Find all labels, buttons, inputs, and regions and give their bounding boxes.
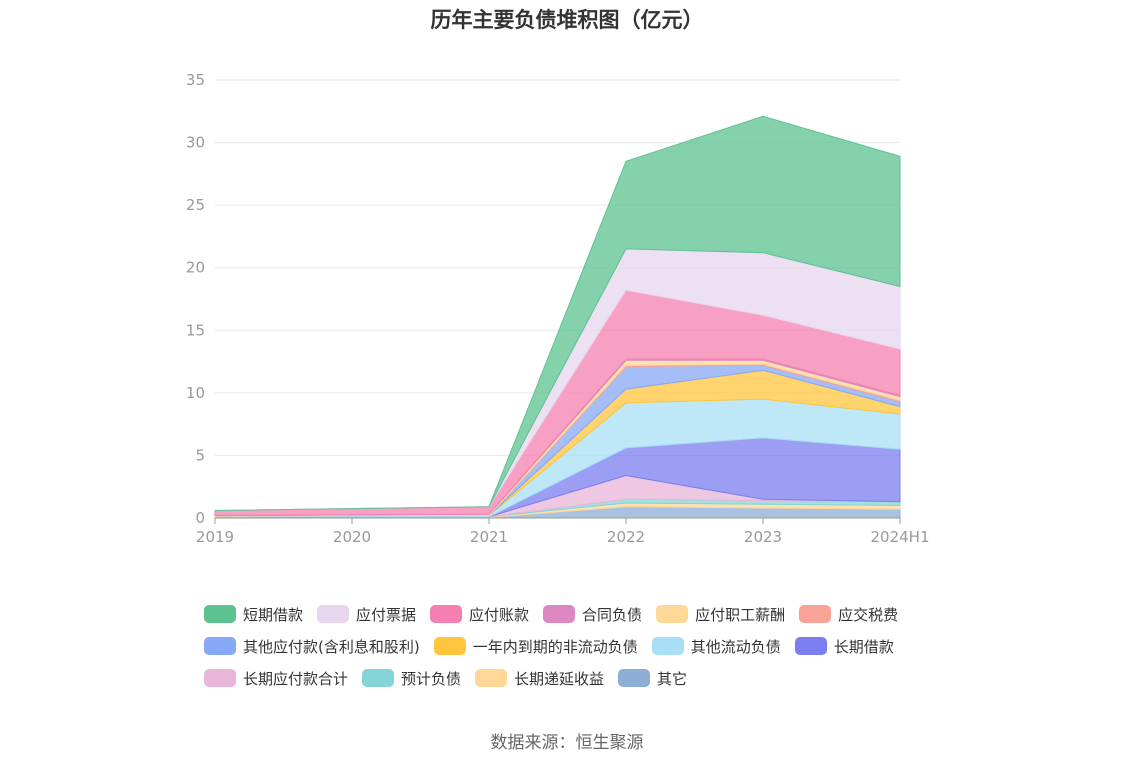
legend-label: 其它 — [657, 669, 688, 688]
x-tick-label: 2022 — [607, 528, 645, 546]
x-tick-label: 2023 — [744, 528, 782, 546]
legend-label: 其他流动负债 — [690, 637, 781, 656]
x-tick-label: 2021 — [470, 528, 508, 546]
legend-label: 短期借款 — [243, 605, 304, 624]
legend-item[interactable]: 长期借款 — [794, 630, 894, 662]
legend-item[interactable]: 应付职工薪酬 — [656, 598, 785, 630]
y-tick-label: 15 — [186, 321, 205, 339]
y-tick-label: 0 — [195, 509, 205, 527]
legend-item[interactable]: 其它 — [618, 662, 687, 694]
legend-swatch — [430, 605, 463, 623]
legend-label: 应付账款 — [469, 605, 530, 624]
legend-swatch — [204, 605, 236, 623]
legend-item[interactable]: 短期借款 — [204, 598, 303, 630]
legend-label: 其他应付款(含利息和股利) — [243, 637, 420, 656]
legend-swatch — [317, 605, 350, 623]
legend-swatch — [543, 605, 576, 623]
legend-swatch — [794, 637, 827, 655]
legend-item[interactable]: 一年内到期的非流动负债 — [433, 630, 638, 662]
x-tick-label: 2019 — [196, 528, 234, 546]
y-tick-label: 25 — [186, 196, 205, 214]
legend-swatch — [362, 669, 395, 687]
legend-item[interactable]: 长期应付款合计 — [204, 662, 348, 694]
legend-item[interactable]: 合同负债 — [543, 598, 642, 630]
x-tick-label: 2020 — [333, 528, 371, 546]
legend-item[interactable]: 应付票据 — [317, 598, 416, 630]
area-series — [214, 115, 901, 519]
legend-label: 应交税费 — [838, 605, 899, 624]
legend-item[interactable]: 应付账款 — [430, 598, 529, 630]
legend-label: 预计负债 — [401, 669, 462, 688]
legend-item[interactable]: 其他应付款(含利息和股利) — [204, 630, 420, 662]
legend-item[interactable]: 应交税费 — [799, 598, 898, 630]
y-axis: 0 5 10 15 20 25 30 35 — [186, 71, 205, 527]
legend-label: 长期借款 — [833, 637, 894, 656]
x-axis: 2019 2020 2021 2022 2023 2024H1 — [196, 517, 930, 546]
legend-label: 合同负债 — [582, 605, 643, 624]
legend-item[interactable]: 其他流动负债 — [651, 630, 781, 662]
legend-label: 长期应付款合计 — [243, 669, 349, 688]
legend-label: 一年内到期的非流动负债 — [472, 637, 638, 656]
legend-swatch — [204, 669, 236, 687]
legend-label: 应付票据 — [356, 605, 417, 624]
y-tick-label: 10 — [186, 384, 205, 402]
legend-label: 应付职工薪酬 — [695, 605, 786, 624]
legend-item[interactable]: 长期递延收益 — [475, 662, 604, 694]
legend-swatch — [618, 669, 651, 687]
y-tick-label: 30 — [186, 134, 205, 152]
legend-swatch — [799, 605, 832, 623]
y-tick-label: 5 — [195, 446, 205, 464]
legend-swatch — [651, 637, 684, 655]
y-tick-label: 35 — [186, 71, 205, 89]
chart-title: 历年主要负债堆积图（亿元） — [430, 8, 704, 32]
area-短期借款[interactable] — [214, 115, 901, 511]
legend-swatch — [204, 637, 236, 655]
legend-label: 长期递延收益 — [514, 669, 605, 688]
x-tick-label: 2024H1 — [871, 528, 930, 546]
data-source: 数据来源：恒生聚源 — [490, 733, 644, 753]
legend-swatch — [656, 605, 689, 623]
legend-item[interactable]: 预计负债 — [362, 662, 461, 694]
legend-swatch — [433, 637, 466, 655]
legend-swatch — [475, 669, 508, 687]
y-tick-label: 20 — [186, 259, 205, 277]
legend: 短期借款 应付票据 应付账款 合同负债 应付职工薪酬 应交税费其他应付款(含利息和股利) 一… — [204, 598, 964, 694]
